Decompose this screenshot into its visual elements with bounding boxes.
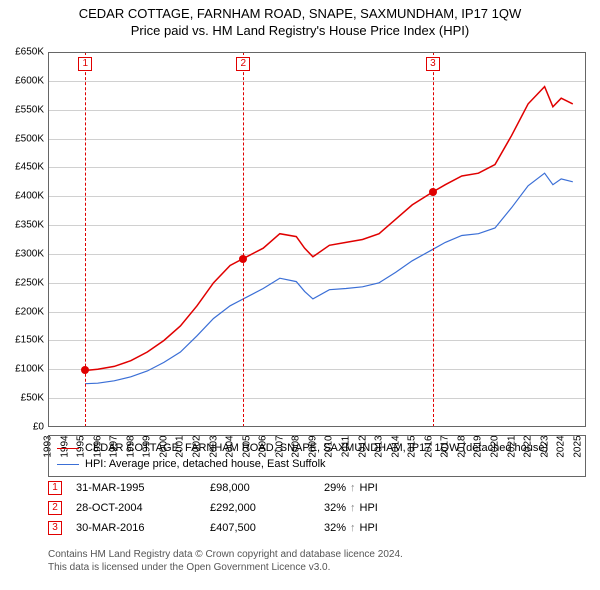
sale-row: 3 30-MAR-2016 £407,500 32% ↑ HPI (48, 518, 586, 538)
y-tick-label: £200K (15, 306, 44, 317)
sale-badge: 1 (48, 481, 62, 495)
chart-title: CEDAR COTTAGE, FARNHAM ROAD, SNAPE, SAXM… (0, 6, 600, 21)
sale-badge: 2 (48, 501, 62, 515)
y-tick-label: £250K (15, 277, 44, 288)
legend-item-property: CEDAR COTTAGE, FARNHAM ROAD, SNAPE, SAXM… (57, 440, 577, 456)
footnote-line: Contains HM Land Registry data © Crown c… (48, 548, 586, 561)
y-tick-label: £650K (15, 47, 44, 58)
arrow-up-icon: ↑ (350, 482, 356, 494)
legend-swatch (57, 464, 79, 465)
sale-pct: 32% ↑ HPI (324, 522, 444, 534)
sale-price: £407,500 (210, 522, 310, 534)
legend-label: CEDAR COTTAGE, FARNHAM ROAD, SNAPE, SAXM… (85, 442, 548, 454)
y-tick-label: £300K (15, 248, 44, 259)
y-tick-label: £400K (15, 191, 44, 202)
sale-date: 28-OCT-2004 (76, 502, 196, 514)
footnote: Contains HM Land Registry data © Crown c… (48, 548, 586, 574)
y-tick-label: £550K (15, 104, 44, 115)
sale-date: 30-MAR-2016 (76, 522, 196, 534)
legend-label: HPI: Average price, detached house, East… (85, 458, 326, 470)
chart-subtitle: Price paid vs. HM Land Registry's House … (0, 23, 600, 38)
sale-pct: 29% ↑ HPI (324, 482, 444, 494)
footnote-line: This data is licensed under the Open Gov… (48, 561, 586, 574)
sale-row: 1 31-MAR-1995 £98,000 29% ↑ HPI (48, 478, 586, 498)
arrow-up-icon: ↑ (350, 502, 356, 514)
sale-pct: 32% ↑ HPI (324, 502, 444, 514)
y-tick-label: £450K (15, 162, 44, 173)
sale-price: £292,000 (210, 502, 310, 514)
y-tick-label: £150K (15, 335, 44, 346)
y-tick-label: £50K (21, 393, 44, 404)
y-tick-label: £0 (33, 422, 44, 433)
sale-row: 2 28-OCT-2004 £292,000 32% ↑ HPI (48, 498, 586, 518)
arrow-up-icon: ↑ (350, 522, 356, 534)
y-tick-label: £100K (15, 364, 44, 375)
y-tick-label: £600K (15, 75, 44, 86)
y-tick-label: £350K (15, 220, 44, 231)
y-tick-label: £500K (15, 133, 44, 144)
legend: CEDAR COTTAGE, FARNHAM ROAD, SNAPE, SAXM… (48, 435, 586, 477)
sale-badge: 3 (48, 521, 62, 535)
legend-item-hpi: HPI: Average price, detached house, East… (57, 456, 577, 472)
sales-table: 1 31-MAR-1995 £98,000 29% ↑ HPI 2 28-OCT… (48, 478, 586, 538)
sale-price: £98,000 (210, 482, 310, 494)
legend-swatch (57, 448, 79, 449)
plot-area: £0£50K£100K£150K£200K£250K£300K£350K£400… (48, 52, 586, 427)
sale-date: 31-MAR-1995 (76, 482, 196, 494)
chart-container: CEDAR COTTAGE, FARNHAM ROAD, SNAPE, SAXM… (0, 0, 600, 590)
